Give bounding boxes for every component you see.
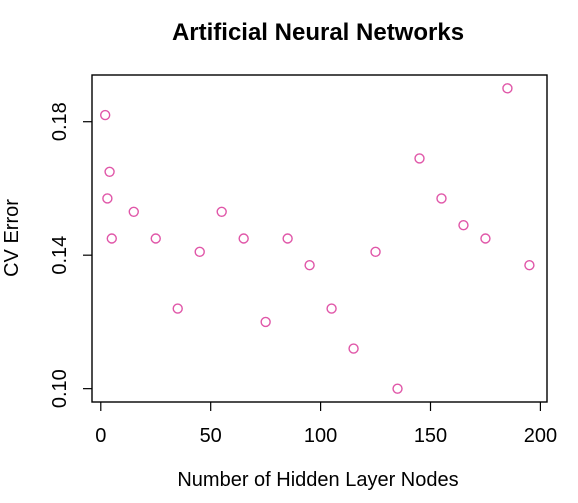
data-point <box>458 219 469 231</box>
x-tick-label: 150 <box>414 425 447 447</box>
data-point <box>260 316 271 328</box>
x-axis: 0 50 100 150 200 <box>95 402 557 447</box>
y-tick-label: 0.14 <box>49 236 71 275</box>
data-point <box>326 303 337 314</box>
data-point <box>102 193 113 204</box>
data-point <box>282 233 293 244</box>
plot-area <box>91 74 548 403</box>
data-point <box>480 233 491 244</box>
data-point <box>106 233 117 244</box>
y-tick-label: 0.10 <box>49 369 71 408</box>
data-point <box>99 109 111 121</box>
data-point <box>414 153 425 164</box>
x-tick-label: 0 <box>95 425 106 447</box>
data-point <box>194 246 205 258</box>
data-point <box>104 166 115 177</box>
data-point <box>172 303 183 314</box>
data-point <box>524 259 535 271</box>
y-axis: 0.10 0.14 0.18 <box>49 102 92 408</box>
data-point <box>392 383 403 394</box>
data-point <box>150 233 161 244</box>
data-point <box>216 206 227 218</box>
y-axis-label: CV Error <box>1 199 23 277</box>
plot-frame <box>91 74 548 403</box>
data-point <box>238 233 249 244</box>
data-point <box>348 343 359 354</box>
data-point <box>502 83 513 94</box>
data-point <box>128 206 139 218</box>
data-point <box>370 246 381 258</box>
x-tick-label: 200 <box>524 425 557 447</box>
x-tick-label: 50 <box>200 425 222 447</box>
x-axis-label: Number of Hidden Layer Nodes <box>177 469 458 491</box>
data-point <box>304 259 315 271</box>
y-tick-label: 0.18 <box>49 102 71 141</box>
data-points <box>99 83 535 394</box>
chart-title: Artificial Neural Networks <box>172 19 464 46</box>
x-tick-label: 100 <box>304 425 337 447</box>
data-point <box>436 193 447 204</box>
